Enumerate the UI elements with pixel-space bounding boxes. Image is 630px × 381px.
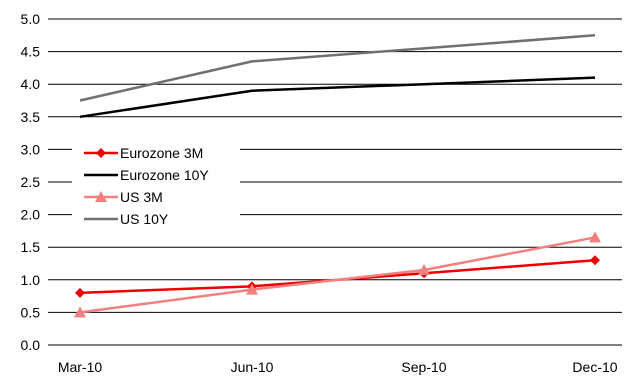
legend-label: US 3M — [120, 189, 163, 205]
x-tick-label: Jun-10 — [231, 359, 274, 375]
y-tick-label: 3.0 — [21, 141, 41, 157]
series-line — [79, 236, 596, 314]
y-tick-label: 2.5 — [21, 174, 41, 190]
series-0 — [75, 255, 600, 298]
series-3 — [79, 34, 596, 102]
legend-label: Eurozone 10Y — [120, 167, 209, 183]
x-tick-label: Mar-10 — [58, 359, 103, 375]
x-tick-label: Sep-10 — [401, 359, 446, 375]
legend-entry: US 3M — [84, 189, 163, 205]
series-line — [79, 76, 596, 119]
series-line — [79, 34, 596, 102]
y-tick-label: 0.5 — [21, 304, 41, 320]
series-1 — [79, 76, 596, 119]
data-point — [75, 287, 85, 298]
x-tick-label: Dec-10 — [572, 359, 617, 375]
legend-marker — [96, 148, 106, 158]
legend-marker — [95, 191, 107, 202]
legend-entry: US 10Y — [84, 211, 169, 227]
legend-label: US 10Y — [120, 211, 169, 227]
series-line — [79, 258, 596, 295]
y-tick-label: 2.0 — [21, 207, 41, 223]
y-tick-label: 4.0 — [21, 76, 41, 92]
legend-label: Eurozone 3M — [120, 145, 203, 161]
series-2 — [74, 231, 601, 318]
data-point — [246, 283, 258, 295]
y-tick-label: 1.0 — [21, 272, 41, 288]
legend-entry: Eurozone 3M — [84, 145, 203, 161]
data-point — [590, 255, 600, 266]
series-lines — [74, 34, 601, 318]
data-point — [589, 231, 601, 243]
y-tick-label: 3.5 — [21, 109, 41, 125]
legend-entry: Eurozone 10Y — [84, 167, 209, 183]
y-tick-label: 1.5 — [21, 239, 41, 255]
y-tick-label: 5.0 — [21, 11, 41, 27]
legend: Eurozone 3M Eurozone 10Y US 3M US 10Y — [72, 140, 240, 232]
data-point — [74, 306, 86, 318]
data-point — [418, 264, 430, 276]
y-tick-label: 0.0 — [21, 337, 41, 353]
y-tick-label: 4.5 — [21, 44, 41, 60]
x-axis-tick-labels: Mar-10 Jun-10 Sep-10 Dec-10 — [58, 359, 618, 375]
y-axis-tick-labels: 0.0 0.5 1.0 1.5 2.0 2.5 3.0 3.5 4.0 4.5 5.0 — [21, 11, 41, 353]
